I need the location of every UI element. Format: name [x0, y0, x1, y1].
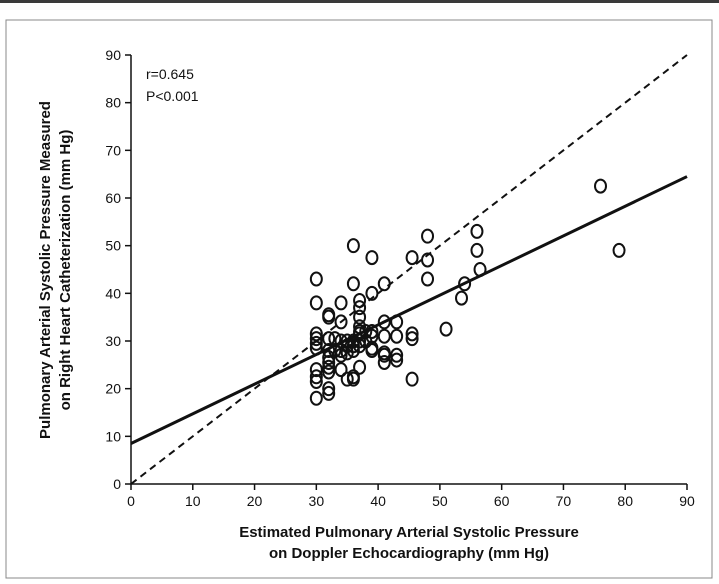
data-point: [365, 285, 379, 301]
data-point: [365, 323, 379, 339]
data-point: [458, 276, 472, 292]
annotation-p: P<0.001: [146, 88, 199, 104]
data-point: [405, 250, 419, 266]
top-rule: [0, 0, 719, 3]
data-point: [322, 309, 336, 325]
data-point: [322, 385, 336, 401]
regression-line: [130, 175, 688, 445]
data-point: [353, 292, 367, 308]
data-point: [473, 262, 487, 277]
data-point: [322, 354, 336, 370]
x-tick-label: 70: [556, 493, 572, 509]
data-point: [421, 228, 435, 244]
data-point: [309, 362, 323, 378]
data-point: [405, 371, 419, 387]
data-point: [377, 347, 391, 363]
y-tick-label: 10: [105, 428, 121, 444]
y-tick-label: 90: [105, 47, 121, 63]
data-point: [334, 347, 348, 363]
y-ticks: 0 10 20 30 40 50 60 70 80 90: [105, 47, 131, 492]
annotation-r: r=0.645: [146, 66, 194, 82]
data-point: [377, 354, 391, 370]
data-point: [309, 369, 323, 385]
x-tick-label: 80: [617, 493, 633, 509]
y-tick-label: 40: [105, 285, 121, 301]
x-tick-label: 0: [127, 493, 135, 509]
data-point: [390, 352, 404, 368]
y-tick-label: 50: [105, 238, 121, 254]
x-tick-label: 90: [679, 493, 695, 509]
y-axis-label-line1: Pulmonary Arterial Systolic Pressure Mea…: [37, 101, 54, 439]
panel-border: [5, 19, 713, 579]
x-axis-label-line2: on Doppler Echocardiography (mm Hg): [269, 545, 549, 562]
x-ticks: 0 10 20 30 40 50 60 70 80 90: [127, 484, 695, 509]
data-point: [439, 321, 453, 337]
data-point: [346, 371, 360, 387]
data-point: [470, 223, 484, 239]
x-tick-label: 40: [370, 493, 386, 509]
data-point: [309, 271, 323, 287]
y-tick-label: 0: [113, 476, 121, 492]
plot-area: 0 10 20 30 40 50 60 70 80 90 0 10 20 30 40 50 60 70 80 90: [105, 47, 695, 509]
x-tick-label: 50: [432, 493, 448, 509]
y-axis-label-line2: on Right Heart Catheterization (mm Hg): [57, 130, 74, 411]
data-point: [365, 250, 379, 266]
data-point: [470, 242, 484, 258]
data-point: [353, 300, 367, 316]
data-point: [334, 362, 348, 378]
data-point: [309, 295, 323, 311]
data-point: [322, 359, 336, 375]
data-point: [309, 374, 323, 390]
data-point: [377, 328, 391, 344]
data-point: [309, 326, 323, 342]
x-tick-label: 60: [494, 493, 510, 509]
data-point: [346, 276, 360, 292]
data-point: [455, 290, 469, 306]
data-point: [365, 343, 379, 359]
data-point: [309, 340, 323, 356]
data-point: [377, 276, 391, 292]
data-point: [334, 314, 348, 330]
data-point: [353, 359, 367, 375]
data-point: [405, 331, 419, 347]
y-tick-label: 20: [105, 381, 121, 397]
data-point: [334, 295, 348, 311]
data-point: [390, 328, 404, 344]
data-point: [309, 390, 323, 406]
data-point: [309, 335, 323, 351]
data-point: [390, 314, 404, 330]
x-axis-label-line1: Estimated Pulmonary Arterial Systolic Pr…: [239, 524, 579, 541]
data-point: [377, 314, 391, 330]
y-tick-label: 60: [105, 190, 121, 206]
data-point: [322, 331, 336, 347]
y-tick-label: 70: [105, 142, 121, 158]
x-tick-label: 10: [185, 493, 201, 509]
data-point: [421, 252, 435, 268]
data-point: [322, 343, 336, 359]
y-tick-label: 80: [105, 95, 121, 111]
x-tick-label: 30: [309, 493, 325, 509]
data-point: [390, 347, 404, 363]
data-point: [322, 381, 336, 397]
data-point: [322, 364, 336, 380]
data-point: [346, 238, 360, 254]
y-tick-label: 30: [105, 333, 121, 349]
identity-line: [130, 54, 688, 485]
data-point: [353, 333, 367, 349]
data-point: [328, 331, 342, 347]
data-point: [421, 271, 435, 287]
data-point: [365, 328, 379, 344]
data-point: [612, 242, 626, 258]
data-point: [594, 178, 608, 194]
data-point: [353, 309, 367, 325]
data-points: [309, 178, 626, 406]
data-point: [340, 371, 354, 387]
data-point: [309, 331, 323, 347]
data-point: [405, 326, 419, 342]
x-tick-label: 20: [247, 493, 263, 509]
